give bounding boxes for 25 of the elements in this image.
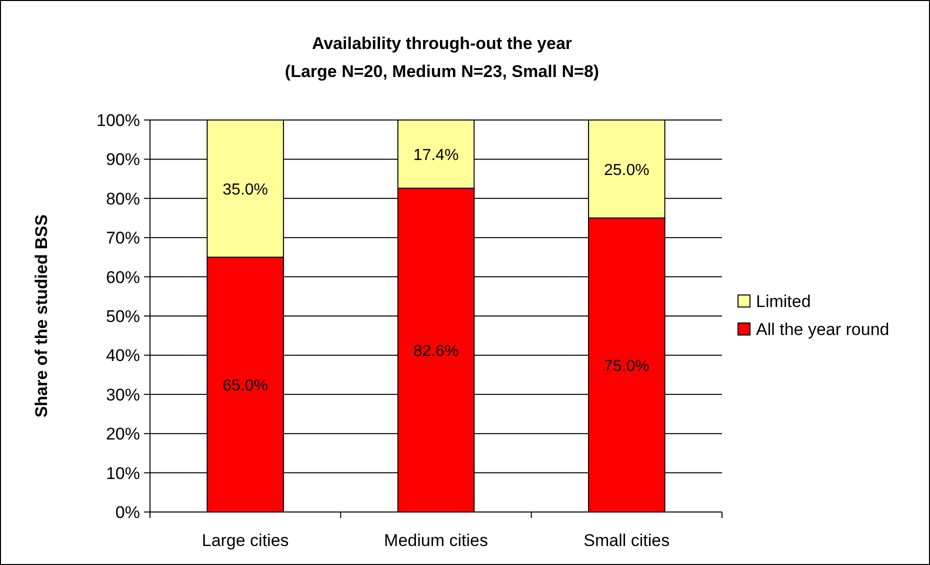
y-axis-title: Share of the studied BSS [32, 214, 51, 418]
y-tick-label: 80% [106, 189, 140, 208]
y-tick-label: 30% [106, 385, 140, 404]
y-tick-label: 0% [115, 503, 140, 522]
data-label: 17.4% [413, 147, 459, 164]
data-label: 35.0% [222, 182, 268, 199]
y-tick-label: 10% [106, 464, 140, 483]
y-tick-label: 100% [96, 111, 140, 130]
chart-title: Availability through-out the year [312, 34, 572, 53]
y-tick-label: 20% [106, 424, 140, 444]
legend-label: All the year round [756, 320, 890, 339]
y-tick-label: 40% [106, 346, 140, 366]
x-tick-label: Medium cities [384, 531, 488, 550]
chart-subtitle: (Large N=20, Medium N=23, Small N=8) [284, 62, 600, 81]
y-tick-label: 70% [106, 228, 140, 248]
data-label: 82.6% [413, 343, 459, 360]
y-tick-label: 60% [106, 268, 140, 287]
legend-label: Limited [756, 292, 811, 311]
y-tick-label: 90% [106, 150, 140, 170]
x-tick-label: Small cities [584, 531, 670, 550]
y-tick-label: 50% [106, 307, 140, 326]
data-label: 25.0% [604, 162, 650, 179]
data-label: 65.0% [222, 378, 268, 395]
data-label: 75.0% [604, 358, 650, 375]
x-tick-label: Large cities [202, 531, 289, 550]
